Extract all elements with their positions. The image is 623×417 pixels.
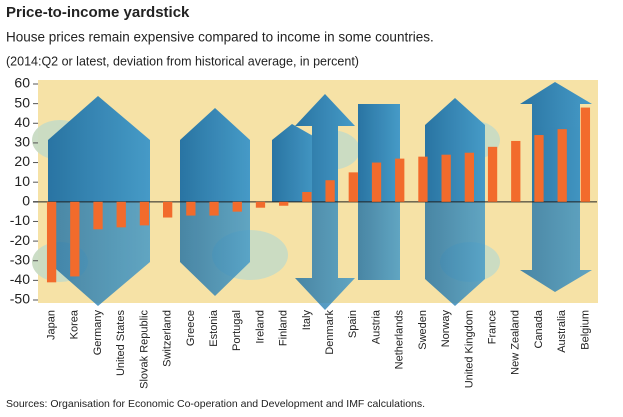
x-tick-label: Greece [185,310,197,346]
bar [325,180,335,202]
bar [534,135,544,202]
x-tick-label: Korea [69,309,81,339]
chart-note: (2014:Q2 or latest, deviation from histo… [6,54,359,68]
x-tick-label: Switzerland [162,310,174,367]
x-tick-label: Austria [370,309,382,344]
y-tick-label: -40 [10,271,30,287]
x-tick-label: Australia [556,309,568,353]
decoration [32,82,592,310]
x-tick-label: Norway [440,310,452,348]
bar [395,158,405,202]
bar [139,201,150,226]
bar [441,154,451,202]
bar [557,129,567,202]
x-tick-label: United Kingdom [463,310,475,388]
bar [116,201,126,228]
bar [163,201,173,218]
bar [255,201,266,208]
bar [487,146,498,202]
y-tick-label: 20 [14,153,30,169]
y-tick-label: -20 [10,232,30,248]
bar [580,107,591,202]
x-tick-label: New Zealand [510,310,522,375]
y-tick-label: 0 [22,193,30,209]
bar [279,201,289,206]
x-tick-label: Belgium [579,310,591,350]
y-tick-label: 40 [14,114,30,130]
x-tick-label: Finland [278,310,290,346]
y-tick-label: 60 [14,75,30,91]
y-tick-label: -50 [10,291,30,307]
bar [302,192,312,202]
bar [418,156,428,202]
bar [209,201,219,216]
chart-source: Sources: Organisation for Economic Co-op… [6,398,425,410]
x-tick-label: Spain [347,310,359,338]
chart-subtitle: House prices remain expensive compared t… [6,30,434,45]
x-tick-label: Germany [92,310,104,356]
bar [348,172,358,202]
bar [464,152,474,202]
chart-title: Price-to-income yardstick [6,4,190,21]
x-tick-label: Slovak Republic [138,310,150,389]
x-tick-label: Canada [533,309,545,348]
x-tick-label: Netherlands [394,310,406,370]
x-tick-label: Denmark [324,310,336,355]
x-tick-label: Ireland [254,310,266,344]
x-tick-label: Italy [301,310,313,331]
bar [371,162,382,202]
y-tick-label: -30 [10,251,30,267]
bar [93,201,103,230]
y-tick-label: 10 [14,173,30,189]
bar [186,201,196,216]
bar [46,201,57,283]
x-tick-label: France [486,310,498,344]
bar [70,201,80,277]
y-tick-label: -10 [10,212,30,228]
x-tick-label: Portugal [231,310,243,351]
bar [232,201,242,212]
x-tick-label: United States [115,310,127,377]
bar [511,140,521,202]
x-tick-label: Sweden [417,310,429,350]
x-tick-label: Estonia [208,309,220,347]
y-tick-label: 50 [14,94,30,110]
y-tick-label: 30 [14,134,30,150]
x-tick-label: Japan [46,310,58,340]
